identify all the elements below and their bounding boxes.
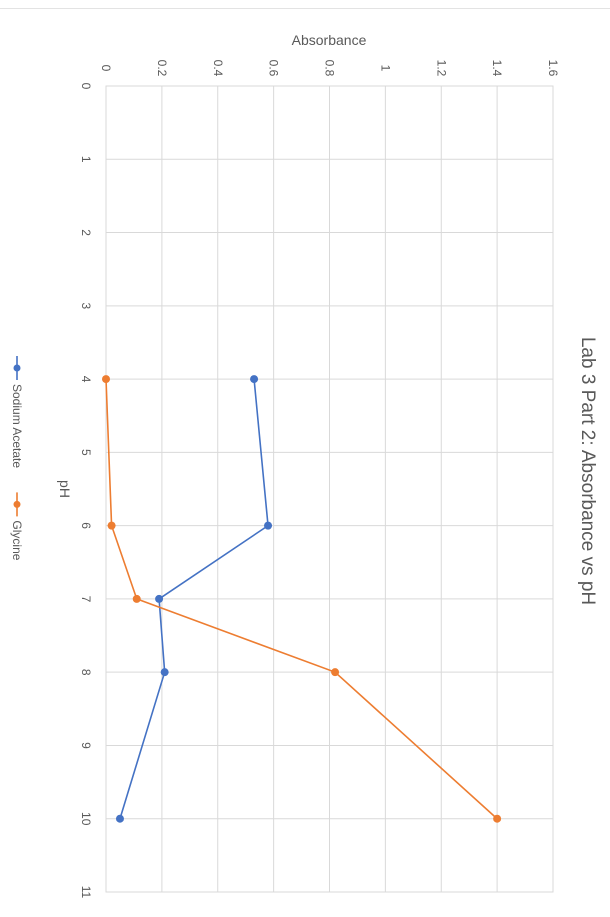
absorbance-tick-label: 0.6	[267, 60, 281, 77]
ph-tick-label: 5	[79, 449, 93, 456]
glycine-point	[102, 375, 110, 384]
ph-tick-label: 9	[79, 742, 93, 749]
glycine-legend-label: Glycine	[10, 520, 24, 560]
sodium-acetate-point	[264, 521, 273, 530]
ph-tick-label: 2	[79, 229, 93, 236]
ph-tick-label: 3	[79, 302, 93, 309]
glycine-point	[132, 594, 141, 603]
gridlines	[105, 85, 554, 893]
ph-tick-label: 11	[79, 886, 93, 899]
ph-tick-label: 0	[79, 83, 93, 90]
y-axis-title: Absorbance	[292, 32, 367, 48]
absorbance-tick-label: 1.2	[434, 60, 448, 77]
absorbance-tick-label: 0	[99, 65, 113, 72]
glycine-point	[107, 521, 116, 530]
sodium-acetate-point	[155, 594, 164, 603]
sodium-acetate-legend-marker	[13, 364, 21, 372]
sodium-acetate-point	[250, 375, 259, 384]
absorbance-tick-label: 0.2	[155, 60, 169, 77]
glycine-point	[493, 814, 502, 823]
chart-title: Lab 3 Part 2: Absorbance vs pH	[577, 337, 598, 605]
ph-tick-label: 8	[79, 669, 93, 676]
x-axis-title: pH	[57, 480, 73, 498]
absorbance-tick-label: 1	[378, 65, 392, 72]
ph-tick-label: 1	[79, 156, 93, 163]
absorbance-tick-label: 0.4	[211, 60, 225, 77]
top-divider	[0, 8, 610, 9]
absorbance-tick-label: 0.8	[323, 60, 337, 77]
absorbance-tick-label: 1.4	[490, 60, 504, 77]
absorbance-tick-label: 1.6	[546, 60, 560, 77]
ph-tick-label: 7	[79, 596, 93, 603]
legend: Sodium Acetate Glycine	[10, 356, 24, 561]
sodium-acetate-legend-label: Sodium Acetate	[10, 384, 24, 468]
sodium-acetate-point	[115, 814, 124, 823]
ph-tick-label: 10	[79, 812, 93, 826]
glycine-point	[331, 668, 340, 677]
ph-tick-label: 4	[79, 376, 93, 383]
glycine-legend-marker	[13, 500, 21, 508]
series-lines	[102, 375, 502, 823]
tick-labels: 0 1 2 3 4 5 6 7 8 9 10 11 0 0.2 0.4 0.6 0.8 1 1.2 1.4 1.6	[79, 60, 560, 899]
sodium-acetate-point	[160, 668, 169, 677]
ph-tick-label: 6	[79, 522, 93, 529]
